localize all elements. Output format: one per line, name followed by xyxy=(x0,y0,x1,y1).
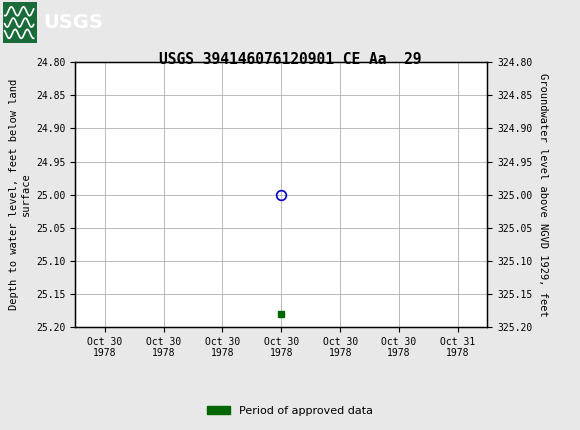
Y-axis label: Depth to water level, feet below land
surface: Depth to water level, feet below land su… xyxy=(9,79,31,310)
FancyBboxPatch shape xyxy=(3,2,37,43)
Text: USGS 394146076120901 CE Aa  29: USGS 394146076120901 CE Aa 29 xyxy=(159,52,421,67)
Text: USGS: USGS xyxy=(44,13,103,32)
Legend: Period of approved data: Period of approved data xyxy=(203,401,377,420)
Y-axis label: Groundwater level above NGVD 1929, feet: Groundwater level above NGVD 1929, feet xyxy=(538,73,548,316)
